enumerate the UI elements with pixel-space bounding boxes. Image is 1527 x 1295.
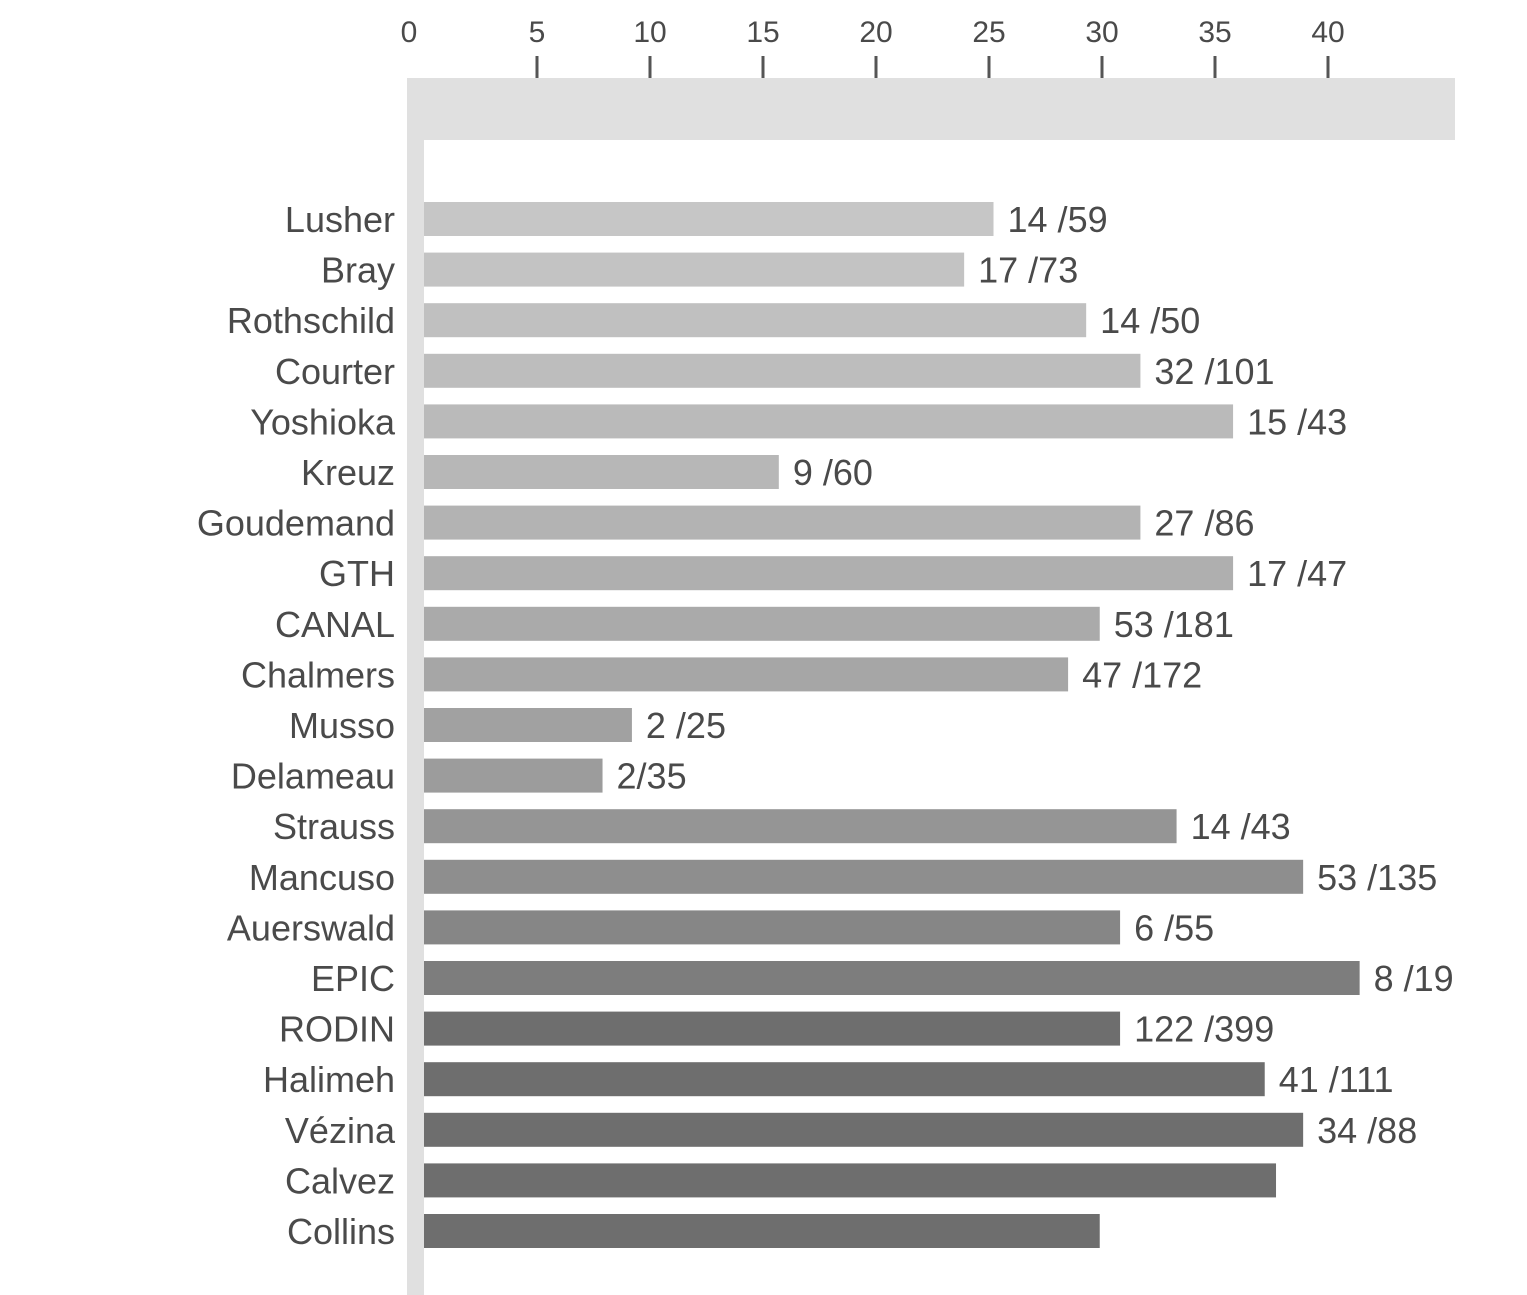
category-label: Auerswald — [227, 907, 395, 948]
category-label: RODIN — [279, 1009, 395, 1050]
data-label: 122 /399 — [1134, 1009, 1274, 1050]
x-tick-label: 30 — [1085, 16, 1118, 49]
bar — [424, 1062, 1265, 1097]
category-label: Bray — [321, 250, 395, 291]
category-label: Courter — [275, 351, 395, 392]
category-label: CANAL — [275, 604, 395, 645]
data-label: 2 /25 — [646, 705, 726, 746]
data-label: 14 /50 — [1100, 300, 1200, 341]
data-label: 6 /55 — [1134, 907, 1214, 948]
bar — [424, 1112, 1304, 1147]
bar — [424, 252, 965, 287]
data-label: 47 /172 — [1082, 654, 1202, 695]
data-label: 17 /47 — [1247, 553, 1347, 594]
data-label: 17 /73 — [978, 250, 1078, 291]
bar — [424, 1214, 1100, 1248]
bar — [424, 505, 1141, 540]
bar — [424, 1011, 1121, 1046]
category-label: Goudemand — [197, 503, 395, 544]
category-label: Delameau — [231, 756, 395, 797]
data-label: 9 /60 — [793, 452, 873, 493]
bar — [424, 556, 1234, 591]
bar — [424, 303, 1087, 338]
bar — [424, 708, 632, 742]
bars — [424, 202, 1360, 1248]
category-label: Chalmers — [241, 654, 395, 695]
category-label: Yoshioka — [250, 401, 396, 442]
data-label: 8 /19 — [1374, 958, 1454, 999]
bar — [424, 353, 1141, 388]
axis-frame-left — [407, 78, 424, 1295]
data-label: 53 /181 — [1114, 604, 1234, 645]
category-label: Halimeh — [263, 1059, 395, 1100]
category-label: GTH — [319, 553, 395, 594]
bar — [424, 809, 1177, 844]
data-label: 15 /43 — [1247, 401, 1347, 442]
category-label: Lusher — [285, 199, 395, 240]
category-label: Mancuso — [249, 857, 395, 898]
x-tick-label: 10 — [633, 16, 666, 49]
bar — [424, 455, 779, 489]
category-label: Vézina — [285, 1110, 396, 1151]
category-label: Kreuz — [301, 452, 395, 493]
data-label: 32 /101 — [1154, 351, 1274, 392]
data-label: 34 /88 — [1317, 1110, 1417, 1151]
axis-band — [407, 78, 1455, 140]
bar — [424, 961, 1360, 995]
data-label: 14 /59 — [1008, 199, 1108, 240]
category-label: Rothschild — [227, 300, 395, 341]
bar — [424, 758, 603, 793]
data-label: 27 /86 — [1154, 503, 1254, 544]
category-label: Musso — [289, 705, 395, 746]
x-tick-label: 35 — [1198, 16, 1231, 49]
data-label: 14 /43 — [1191, 806, 1291, 847]
x-tick-label: 20 — [859, 16, 892, 49]
x-axis: 0 5 10 15 20 25 30 35 40 — [401, 16, 1345, 78]
category-label: Collins — [287, 1211, 395, 1252]
bar — [424, 404, 1234, 439]
x-tick-label: 25 — [972, 16, 1005, 49]
category-label: Calvez — [285, 1160, 395, 1201]
bar — [424, 657, 1069, 692]
bar — [424, 910, 1121, 945]
bar — [424, 859, 1304, 894]
x-tick-label: 15 — [746, 16, 779, 49]
x-tick-label: 5 — [529, 16, 546, 49]
category-labels: Lusher Bray Rothschild Courter Yoshioka Kreuz… — [197, 199, 396, 1252]
category-label: Strauss — [273, 806, 395, 847]
data-label: 53 /135 — [1317, 857, 1437, 898]
category-label: EPIC — [311, 958, 395, 999]
bar — [424, 606, 1100, 641]
data-labels: 14 /59 17 /73 14 /50 32 /101 15 /43 9 /60 27 /… — [617, 199, 1454, 1151]
data-label: 41 /111 — [1279, 1059, 1394, 1100]
data-label: 2/35 — [617, 756, 687, 797]
x-tick-label: 0 — [401, 16, 418, 49]
bar — [424, 1163, 1277, 1198]
x-tick-label: 40 — [1311, 16, 1344, 49]
bar — [424, 202, 994, 236]
